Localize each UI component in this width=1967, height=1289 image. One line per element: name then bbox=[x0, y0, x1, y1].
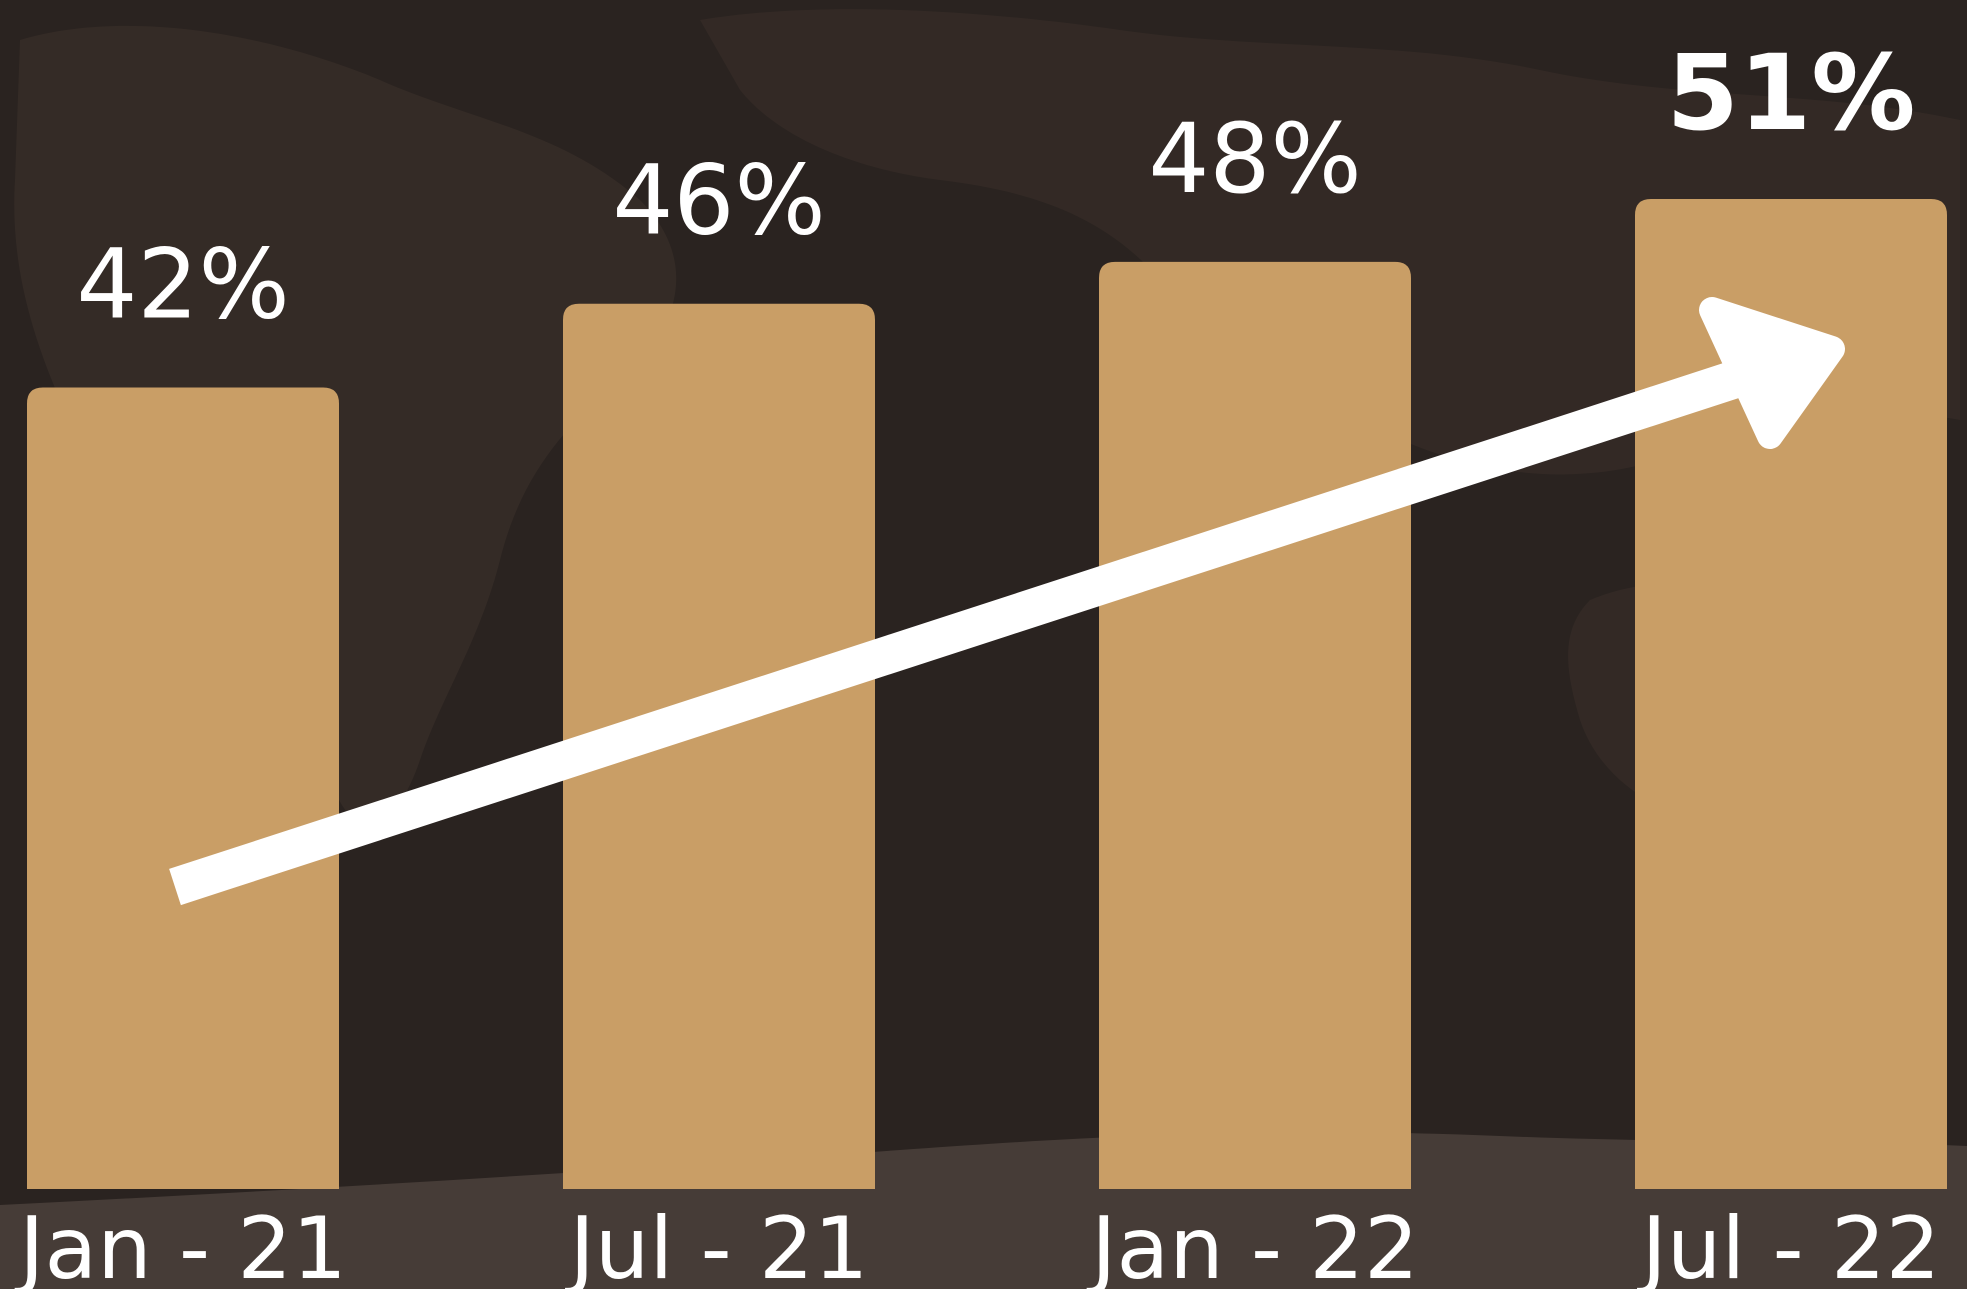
tick-label-jan-21: Jan - 21 bbox=[14, 1199, 347, 1289]
data-label-jul-21: 46% bbox=[612, 145, 825, 257]
labels-layer: 42% Jan - 21 46% Jul - 21 48% Jan - 22 51% Jul … bbox=[14, 32, 1940, 1289]
data-label-jan-21: 42% bbox=[76, 228, 289, 340]
bar-jan-21 bbox=[27, 387, 339, 1189]
bar-jul-22 bbox=[1635, 199, 1947, 1189]
map-silhouette-antarctica bbox=[0, 1132, 1967, 1289]
tick-label-jul-21: Jul - 21 bbox=[565, 1199, 869, 1289]
bar-jul-21 bbox=[563, 303, 875, 1189]
tick-label-jul-22: Jul - 22 bbox=[1637, 1199, 1941, 1289]
trend-arrow-shaft bbox=[169, 357, 1751, 906]
map-silhouette-africa bbox=[14, 25, 677, 825]
tick-label-jan-22: Jan - 22 bbox=[1086, 1199, 1419, 1289]
trend-arrow bbox=[169, 297, 1845, 906]
bar-jan-22 bbox=[1099, 261, 1411, 1189]
trend-arrow-head bbox=[1699, 297, 1845, 449]
data-label-jan-22: 48% bbox=[1148, 103, 1361, 215]
data-label-jul-22: 51% bbox=[1667, 32, 1916, 154]
